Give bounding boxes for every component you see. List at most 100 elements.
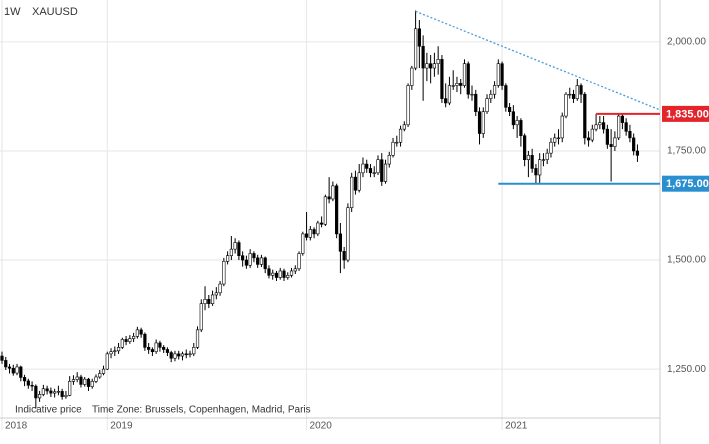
candle-body [94, 376, 98, 382]
note: Indicative price [15, 405, 82, 416]
candle-body [229, 248, 233, 256]
candle-body [402, 124, 406, 130]
candle-body [432, 63, 437, 69]
candle-body [199, 303, 203, 331]
y-tick-label: 1,500.00 [667, 255, 706, 266]
candle-body [440, 59, 444, 99]
candle-body [357, 172, 361, 191]
candle-body [319, 222, 324, 225]
candle-body [278, 270, 282, 278]
candle-body [470, 93, 474, 96]
candle-body [53, 391, 57, 394]
chart-title: XAUUSD [32, 6, 78, 18]
candle-body [207, 299, 211, 304]
candle-body [195, 329, 200, 348]
candle-body [98, 373, 102, 378]
candle-body [586, 137, 591, 141]
candle-body [406, 85, 410, 126]
candle-body [429, 63, 433, 69]
candle-body [150, 349, 155, 352]
candle-body [601, 122, 606, 130]
candle-body [154, 342, 158, 352]
candle-body [252, 253, 256, 259]
candle-body [564, 93, 568, 117]
candle-body [83, 378, 87, 385]
candle-body [203, 299, 207, 304]
candle-body [530, 155, 534, 169]
candle-body [274, 272, 279, 278]
candle-body [507, 107, 512, 112]
candle-body [259, 257, 264, 265]
candle-body [34, 385, 38, 399]
candle-body [64, 395, 68, 397]
candle-body [579, 85, 583, 95]
candle-body [609, 144, 613, 147]
candle-body [143, 333, 147, 348]
candle-body [368, 168, 373, 174]
candle-body [620, 115, 624, 123]
candle-body [350, 176, 354, 208]
candle-body [244, 259, 249, 266]
level-label-box [662, 105, 709, 122]
candle-body [545, 152, 549, 160]
candle-body [523, 135, 527, 160]
candle-body [158, 342, 162, 348]
candle-body [210, 294, 215, 304]
candle-body [101, 368, 106, 374]
candle-body [68, 381, 72, 396]
level-label-box [662, 175, 709, 192]
candle-body [474, 93, 478, 112]
candle-body [489, 93, 493, 99]
candle-body [413, 28, 418, 69]
candle-body [327, 196, 331, 200]
candle-body [331, 185, 335, 200]
candle-body [553, 137, 557, 143]
candle-body [165, 349, 170, 353]
candle-body [60, 391, 64, 397]
candle-body [188, 353, 192, 356]
candle-body [7, 366, 12, 369]
candle-body [598, 122, 602, 126]
candle-body [19, 366, 23, 378]
candle-body [365, 163, 369, 169]
candle-body [11, 367, 15, 374]
candle-body [628, 131, 632, 139]
candle-body [492, 85, 497, 95]
candle-body [312, 229, 316, 235]
level-label: 1,835.00 [666, 108, 709, 120]
candle-body [289, 270, 294, 276]
candle-body [459, 83, 463, 86]
candle-body [286, 275, 290, 278]
candle-body [135, 329, 139, 337]
candle-body [173, 353, 177, 359]
candle-body [410, 67, 414, 86]
candle-body [323, 196, 327, 225]
candle-body [395, 141, 399, 144]
candle-body [504, 85, 508, 108]
candle-body [436, 59, 440, 65]
candle-body [15, 366, 19, 374]
candle-body [342, 251, 346, 261]
candle-body [387, 155, 391, 165]
candle-body [613, 137, 617, 147]
grid [0, 0, 660, 430]
y-tick-label: 1,250.00 [667, 364, 706, 375]
candle-body [75, 376, 79, 380]
candle-body [124, 339, 128, 342]
candle-body [297, 253, 301, 270]
candle-body [301, 233, 305, 254]
candle-body [226, 255, 230, 262]
candle-body [515, 120, 519, 126]
candle-body [263, 257, 267, 270]
candle-body [372, 172, 376, 174]
candle-body [86, 378, 91, 387]
candle-body [477, 111, 482, 134]
candle-body [128, 338, 132, 342]
candle-body [556, 137, 561, 139]
candle-body [466, 63, 470, 95]
candle-body [109, 351, 113, 355]
candle-body [594, 124, 598, 130]
candle-body [346, 207, 350, 261]
candle-body [4, 360, 8, 368]
candle-body [293, 268, 297, 272]
